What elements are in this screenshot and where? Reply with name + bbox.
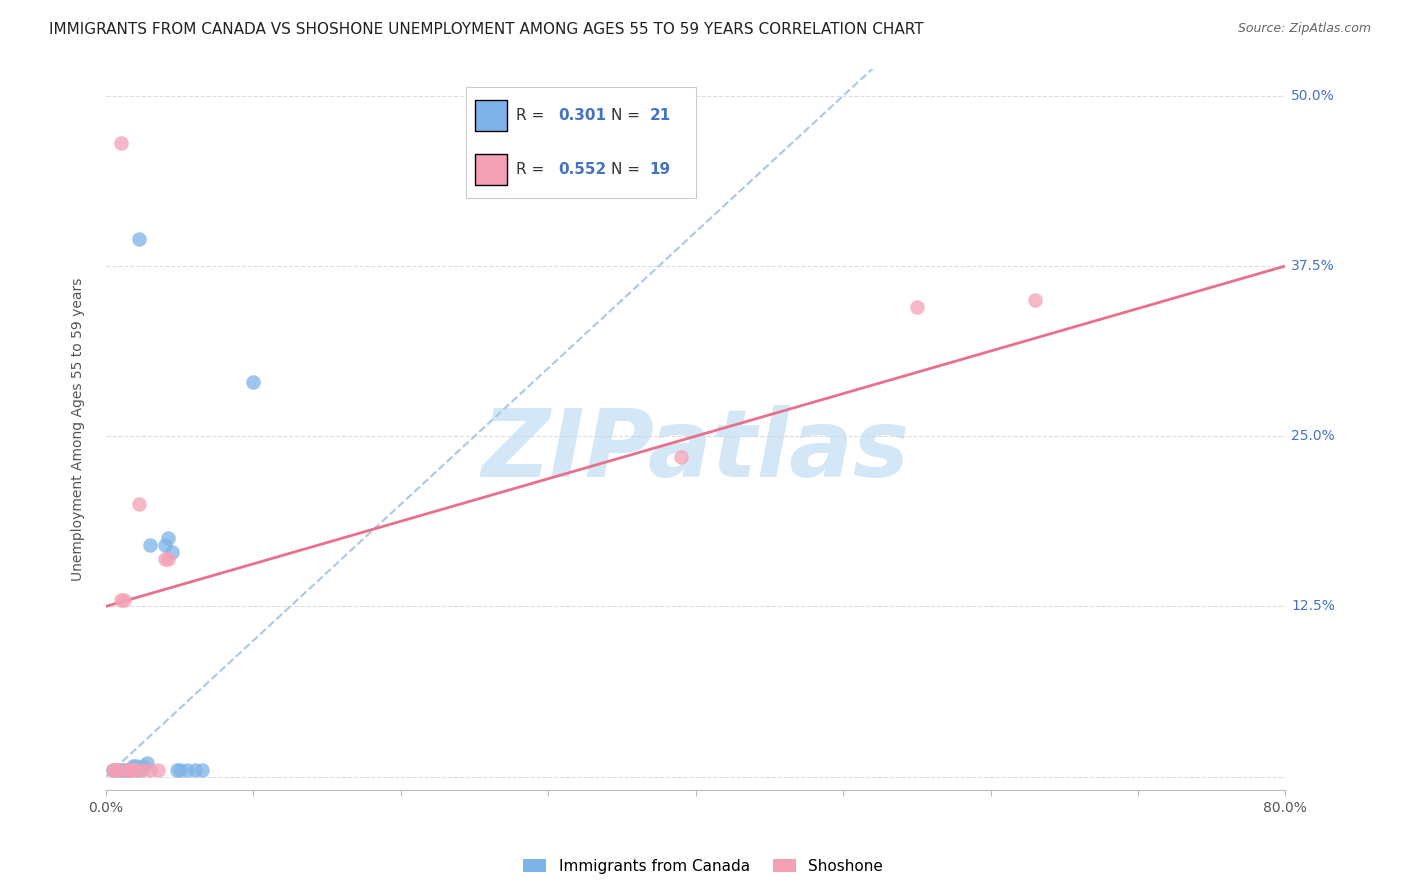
Point bbox=[136, 756, 159, 770]
Point bbox=[117, 763, 139, 777]
Point bbox=[121, 763, 143, 777]
Point bbox=[1024, 293, 1046, 307]
Point bbox=[124, 758, 146, 772]
Point bbox=[107, 763, 129, 777]
Point bbox=[153, 538, 176, 552]
Point bbox=[112, 763, 135, 777]
Point bbox=[121, 758, 143, 772]
Point bbox=[112, 592, 135, 607]
Point bbox=[153, 551, 176, 566]
Text: ZIPatlas: ZIPatlas bbox=[482, 405, 910, 497]
Text: 25.0%: 25.0% bbox=[1291, 429, 1336, 443]
Point bbox=[162, 545, 184, 559]
Text: Source: ZipAtlas.com: Source: ZipAtlas.com bbox=[1237, 22, 1371, 36]
Point bbox=[132, 758, 155, 772]
Point bbox=[191, 763, 214, 777]
Text: 37.5%: 37.5% bbox=[1291, 259, 1336, 273]
Point bbox=[176, 763, 198, 777]
Point bbox=[132, 763, 155, 777]
Text: IMMIGRANTS FROM CANADA VS SHOSHONE UNEMPLOYMENT AMONG AGES 55 TO 59 YEARS CORREL: IMMIGRANTS FROM CANADA VS SHOSHONE UNEMP… bbox=[49, 22, 924, 37]
Point bbox=[124, 763, 146, 777]
Point bbox=[139, 763, 162, 777]
Point bbox=[169, 763, 191, 777]
Legend: Immigrants from Canada, Shoshone: Immigrants from Canada, Shoshone bbox=[517, 853, 889, 880]
Point bbox=[115, 763, 138, 777]
Point bbox=[146, 763, 169, 777]
Y-axis label: Unemployment Among Ages 55 to 59 years: Unemployment Among Ages 55 to 59 years bbox=[72, 277, 86, 581]
Point bbox=[110, 763, 132, 777]
Point bbox=[107, 763, 129, 777]
Point bbox=[110, 592, 132, 607]
Point bbox=[103, 763, 125, 777]
Point bbox=[128, 232, 150, 246]
Text: 12.5%: 12.5% bbox=[1291, 599, 1336, 614]
Point bbox=[669, 450, 692, 464]
Point bbox=[139, 538, 162, 552]
Point bbox=[183, 763, 205, 777]
Text: 50.0%: 50.0% bbox=[1291, 88, 1336, 103]
Point bbox=[118, 763, 141, 777]
Point bbox=[110, 136, 132, 151]
Point bbox=[166, 763, 188, 777]
Point bbox=[156, 531, 179, 545]
Point bbox=[128, 763, 150, 777]
Point bbox=[242, 375, 264, 389]
Point bbox=[128, 497, 150, 511]
Point bbox=[905, 300, 928, 314]
Point bbox=[156, 551, 179, 566]
Point bbox=[104, 763, 127, 777]
Point bbox=[103, 763, 125, 777]
